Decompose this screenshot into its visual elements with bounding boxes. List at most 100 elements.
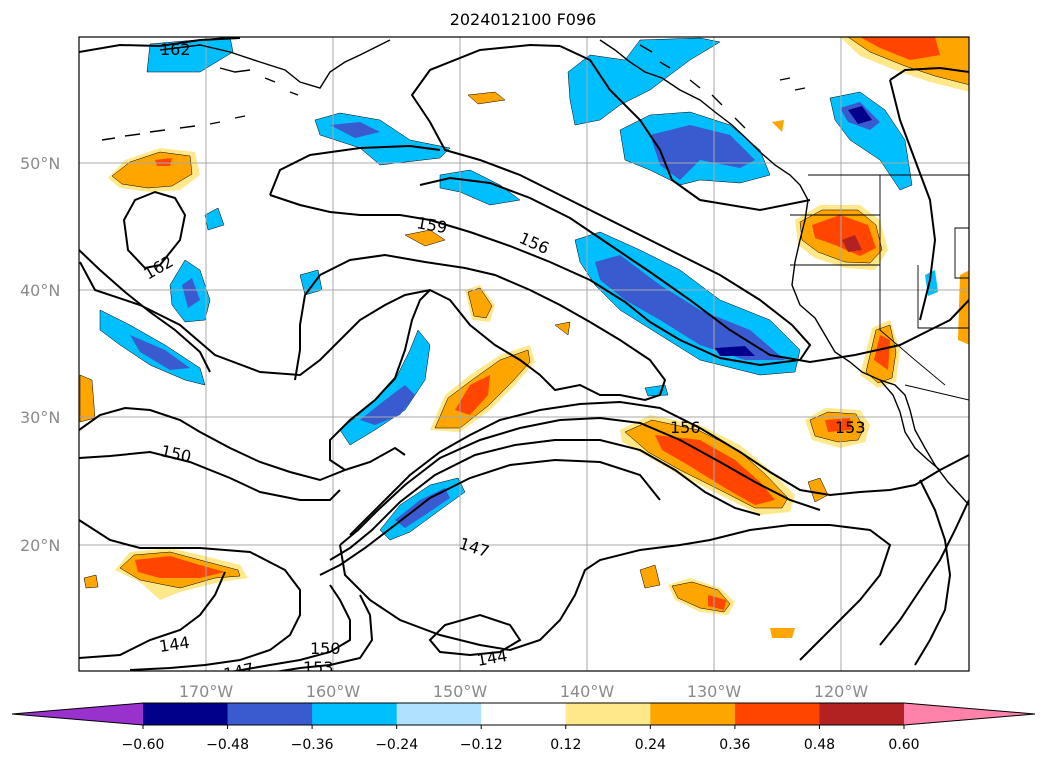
map-title: 2024012100 F096 xyxy=(450,10,597,29)
political-borders xyxy=(790,174,969,401)
colorbar-tick-label: 0.24 xyxy=(635,737,666,753)
height-contours xyxy=(79,37,969,671)
contour-label: 153 xyxy=(835,418,866,437)
colorbar-tick-label: −0.60 xyxy=(122,737,165,753)
shade-pos-area xyxy=(467,287,493,319)
contour-153-eastern xyxy=(889,79,937,321)
shade-neg-area xyxy=(395,488,450,528)
shade-pos-area xyxy=(135,556,225,578)
shade-neg-area xyxy=(715,346,755,356)
contour-east-lower xyxy=(914,479,952,666)
shade-pos-area xyxy=(404,229,446,247)
colorbar-segment xyxy=(143,703,229,725)
lon-label: 170°W xyxy=(179,682,234,701)
shade-neg-area xyxy=(204,207,225,231)
contour-144-jet xyxy=(319,458,661,576)
lon-label: 120°W xyxy=(814,682,869,701)
lon-label: 140°W xyxy=(560,682,615,701)
colorbar-segment xyxy=(819,703,905,725)
contour-east-lower2 xyxy=(879,499,969,646)
alaska-coast xyxy=(159,39,391,89)
colorbar-tick-label: −0.48 xyxy=(206,737,249,753)
shade-neg-area xyxy=(567,37,721,126)
colorbar-extend-min xyxy=(12,703,143,725)
contour-150-south xyxy=(79,571,226,659)
negative-anomaly-shading xyxy=(99,37,938,541)
contour-label: 150 xyxy=(310,639,341,658)
shade-pos-area xyxy=(847,37,969,86)
colorbar-segment xyxy=(312,703,398,725)
contour-inner-trough xyxy=(329,289,431,472)
lon-label: 150°W xyxy=(433,682,488,701)
shade-neg-area xyxy=(130,335,190,370)
colorbar-extend-max xyxy=(904,703,1035,725)
shade-neg-area xyxy=(330,122,380,138)
positive-anomaly-shading xyxy=(79,37,969,638)
shade-pos-area xyxy=(842,235,862,252)
colorbar-tick-label: 0.48 xyxy=(804,737,835,753)
lat-label: 40°N xyxy=(20,281,60,300)
colorbar-tick-label: −0.12 xyxy=(460,737,503,753)
colorbar-tick-label: 0.60 xyxy=(888,737,919,753)
shade-neg-area xyxy=(182,278,200,308)
contour-label: 156 xyxy=(670,418,701,437)
shade-pos-area xyxy=(554,321,571,336)
shade-neg-area xyxy=(146,37,234,73)
lat-label: 20°N xyxy=(20,536,60,555)
lat-label: 50°N xyxy=(20,154,60,173)
contour-153-south xyxy=(274,594,374,671)
shade-neg-area xyxy=(848,106,872,124)
contour-147-south xyxy=(79,519,301,671)
contour-144-south xyxy=(229,584,351,671)
shade-pos-area xyxy=(770,628,795,638)
contour-label: 162 xyxy=(160,40,191,59)
lat-label: 30°N xyxy=(20,408,60,427)
baja xyxy=(879,379,941,471)
contour-159 xyxy=(269,43,812,367)
us-west-coast xyxy=(791,199,969,506)
shade-pos-area xyxy=(83,574,99,589)
contour-label: 144 xyxy=(158,633,191,656)
shade-pos-area xyxy=(772,120,784,132)
shade-pos-area xyxy=(639,564,661,589)
shade-pos-area xyxy=(874,335,890,370)
contour-162-loop xyxy=(122,190,187,270)
shade-pos-area xyxy=(455,375,490,415)
contour-156 xyxy=(419,176,969,364)
longitude-labels: 170°W 160°W 150°W 140°W 130°W 120°W xyxy=(179,682,869,701)
map-content: 162 162 159 156 156 153 150 147 150 153 … xyxy=(79,37,969,677)
colorbar-tick-label: 0.36 xyxy=(719,737,750,753)
shade-pos-area xyxy=(111,151,193,189)
colorbar-segment xyxy=(481,703,567,725)
colorbar: −0.60 −0.48 −0.36 −0.24 −0.12 0.12 0.24 0.36 0.4… xyxy=(11,702,1036,753)
colorbar-tick-label: 0.12 xyxy=(550,737,581,753)
colorbar-segment xyxy=(650,703,736,725)
contour-north-trough xyxy=(79,253,667,402)
colorbar-segment xyxy=(396,703,482,725)
shade-pos-area xyxy=(708,595,726,610)
shade-pos-area xyxy=(655,435,775,505)
colorbar-tick-label: −0.24 xyxy=(375,737,418,753)
shade-pos-area xyxy=(860,37,940,60)
shade-pos-area xyxy=(825,418,852,432)
coastlines xyxy=(101,39,969,506)
contour-156b xyxy=(559,45,811,212)
contour-153-jet xyxy=(349,400,969,536)
map-frame xyxy=(78,36,970,672)
contour-147-jet xyxy=(329,439,761,561)
lon-label: 130°W xyxy=(687,682,742,701)
contour-162-north xyxy=(79,37,241,53)
contour-150 xyxy=(79,406,346,482)
contour-162-west xyxy=(79,249,211,373)
contour-label: 153 xyxy=(303,658,334,677)
graticule xyxy=(79,37,969,671)
contour-147 xyxy=(339,524,892,661)
shade-pos-area xyxy=(958,270,969,345)
contour-150b xyxy=(79,450,341,501)
contour-159b xyxy=(269,144,441,196)
shade-neg-area xyxy=(650,125,755,180)
latitude-labels: 50°N 40°N 30°N 20°N xyxy=(20,154,60,555)
colorbar-segment xyxy=(565,703,651,725)
